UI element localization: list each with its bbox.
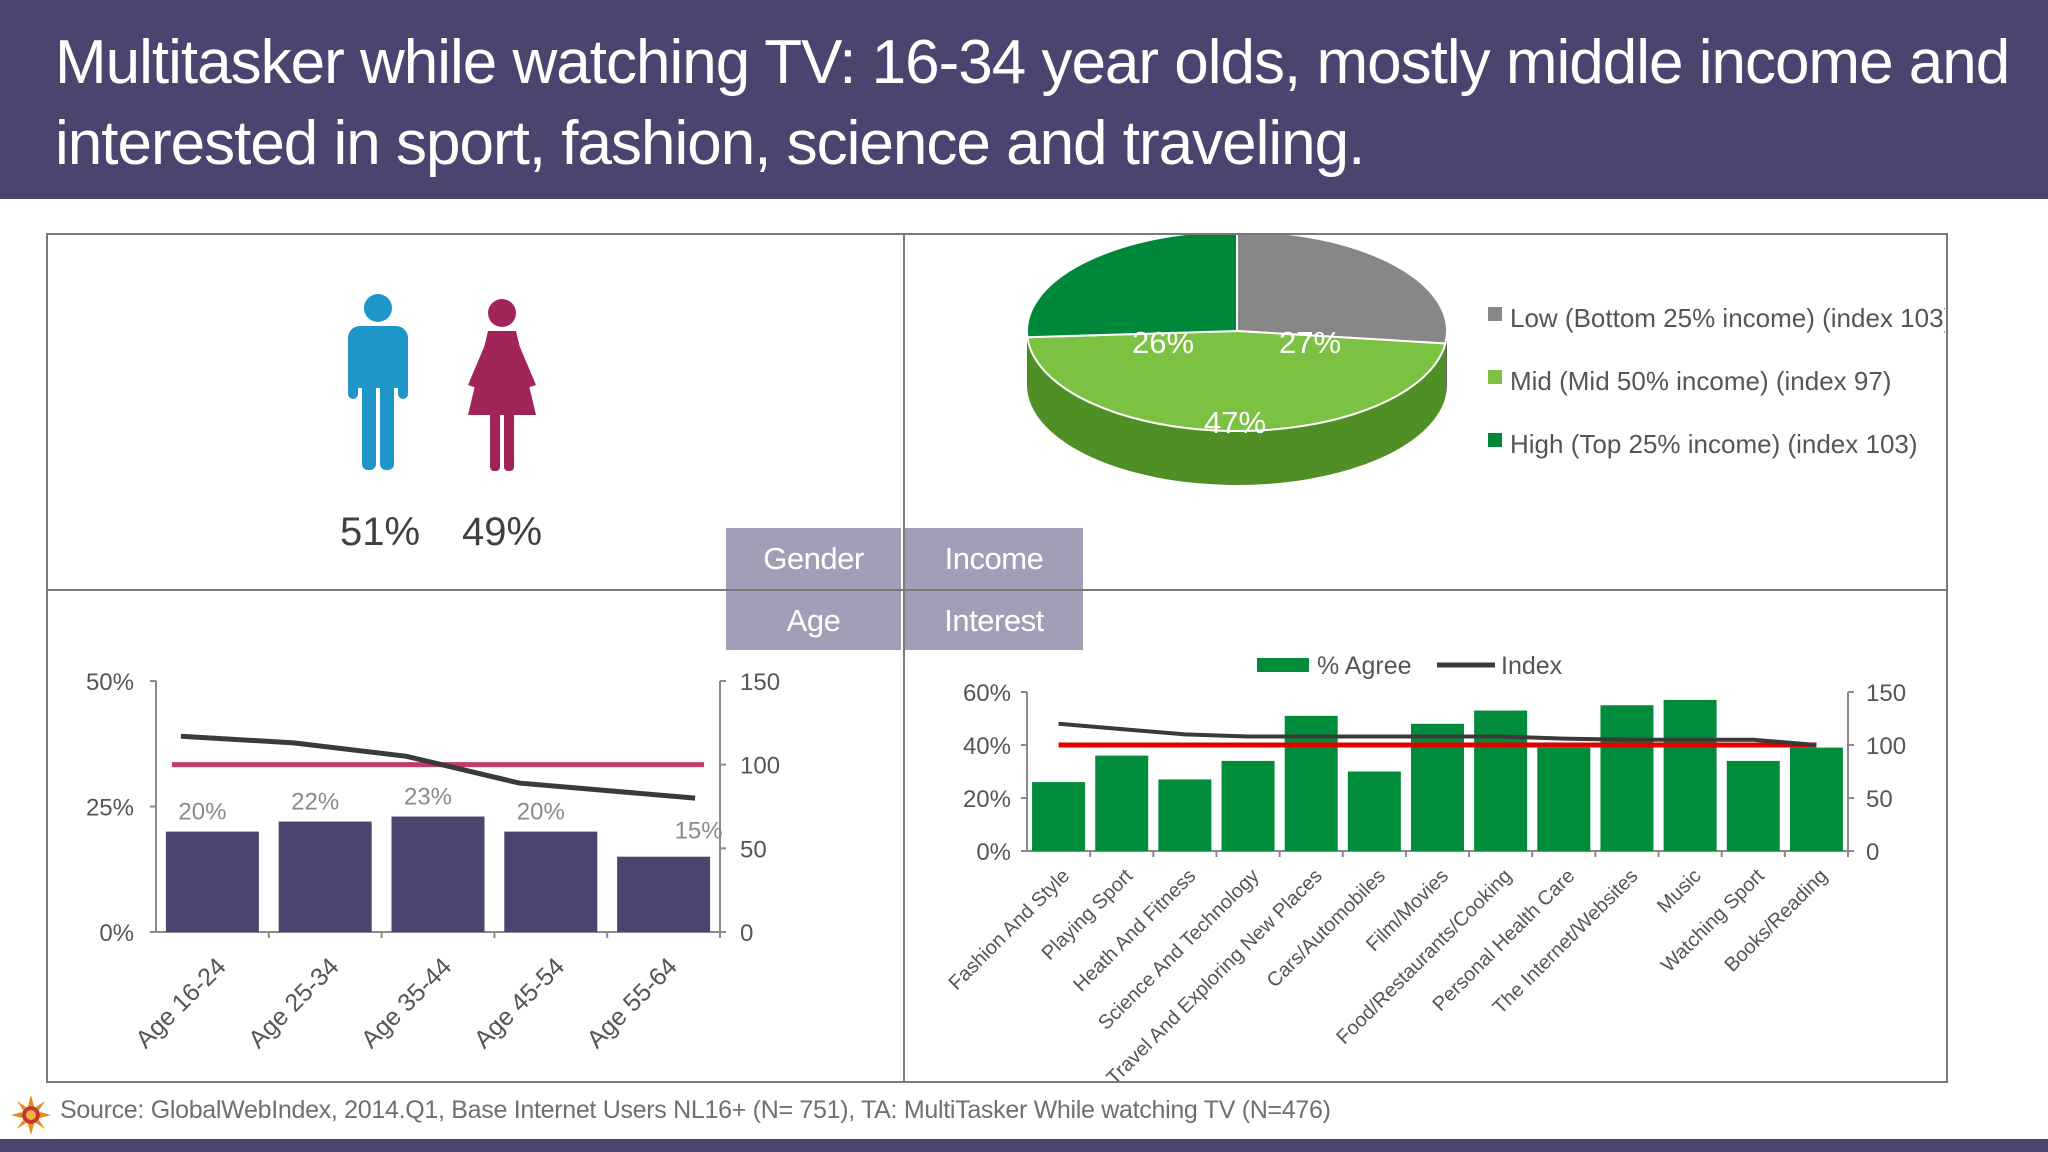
- pie-slice-side: [1027, 337, 1446, 486]
- footer-bar: [0, 1139, 2048, 1152]
- legend-label: Index: [1501, 652, 1563, 680]
- bar: [391, 816, 485, 932]
- male-icon: [348, 294, 408, 470]
- legend-label: High (Top 25% income) (index 103): [1510, 429, 1918, 459]
- pie-slice: [1236, 235, 1448, 345]
- pie-value-label: 47%: [1204, 405, 1266, 440]
- y2-tick-label: 150: [1866, 680, 1906, 707]
- pie-value-label: 26%: [1132, 325, 1194, 360]
- female-icon: [468, 299, 536, 471]
- header-bar: [0, 0, 2048, 199]
- bar: [1158, 779, 1212, 851]
- bar: [504, 831, 598, 932]
- x-tick-label: Age 35-44: [356, 952, 457, 1053]
- y-tick-label: 20%: [963, 786, 1011, 813]
- y2-tick-label: 100: [1866, 733, 1906, 760]
- pie-value-label: 27%: [1279, 325, 1341, 360]
- interest-chart: 0% 20% 40% 60% 0 50 100 150 % Agree Index Fashion …: [945, 652, 1906, 1081]
- bar: [1600, 705, 1654, 851]
- y-tick-label: 0%: [99, 920, 134, 947]
- bar: [278, 821, 372, 932]
- bar-value-label: 20%: [517, 799, 565, 826]
- legend-label: Mid (Mid 50% income) (index 97): [1510, 366, 1891, 396]
- age-chart: 0% 25% 50% 0 50 100 150 20% 22% 23% 20% 15% Age 16-2…: [86, 669, 780, 1054]
- bar: [1347, 771, 1401, 851]
- y-tick-label: 50%: [86, 669, 134, 696]
- bar-value-label: 15%: [675, 818, 723, 845]
- y-tick-label: 60%: [963, 680, 1011, 707]
- x-tick-label: Age 55-64: [581, 952, 682, 1053]
- quadrant-divider-vertical: [903, 233, 905, 1083]
- y2-tick-label: 50: [1866, 786, 1893, 813]
- pie-slice-side: [1445, 331, 1447, 398]
- x-tick-label: Heath And Fitness: [1069, 865, 1200, 996]
- bar: [1474, 710, 1528, 851]
- bar: [1789, 747, 1843, 851]
- female-percent: 49%: [462, 510, 542, 554]
- tab-gender[interactable]: Gender: [726, 528, 901, 589]
- source-note: Source: GlobalWebIndex, 2014.Q1, Base In…: [60, 1096, 1331, 1124]
- x-tick-label: Age 45-54: [469, 952, 570, 1053]
- slide-title: Multitasker while watching TV: 16-34 yea…: [55, 28, 2010, 178]
- index-line: [1058, 721, 1817, 747]
- quadrant-divider-horizontal: [46, 589, 1948, 591]
- index-line: [180, 733, 696, 801]
- x-tick-label: Fashion And Style: [945, 865, 1075, 995]
- bar-value-label: 20%: [178, 799, 226, 826]
- bar: [1221, 760, 1275, 851]
- tab-income[interactable]: Income: [905, 528, 1083, 589]
- content-frame: [46, 233, 1948, 1083]
- pie-slice: [1026, 235, 1238, 339]
- bar: [1663, 699, 1717, 851]
- legend-label: Low (Bottom 25% income) (index 103): [1510, 303, 1945, 333]
- y2-tick-label: 50: [740, 836, 767, 863]
- y2-tick-label: 150: [740, 669, 780, 696]
- legend-label: % Agree: [1317, 652, 1412, 680]
- legend-swatch: [1488, 370, 1502, 384]
- y-tick-label: 25%: [86, 795, 134, 822]
- legend-swatch: [1257, 658, 1309, 672]
- x-tick-label: Age 25-34: [243, 952, 344, 1053]
- x-tick-label: Age 16-24: [130, 952, 231, 1053]
- bar: [1726, 760, 1780, 851]
- y-tick-label: 40%: [963, 733, 1011, 760]
- tab-age[interactable]: Age: [726, 591, 901, 650]
- income-pie-chart: 27% 47% 26% Low (Bottom 25% income) (index …: [1026, 235, 1945, 486]
- bar-value-label: 22%: [291, 789, 339, 816]
- bar: [1032, 782, 1086, 851]
- bar: [165, 831, 259, 932]
- tab-interest[interactable]: Interest: [905, 591, 1083, 650]
- y2-tick-label: 0: [1866, 839, 1879, 866]
- legend-swatch: [1488, 433, 1502, 447]
- y2-tick-label: 0: [740, 920, 753, 947]
- bar: [617, 856, 711, 932]
- x-tick-label: Cars/Automobiles: [1263, 865, 1390, 992]
- legend-swatch: [1488, 307, 1502, 321]
- y2-tick-label: 100: [740, 753, 780, 780]
- y-tick-label: 0%: [976, 839, 1011, 866]
- bar: [1095, 755, 1149, 851]
- x-tick-label: Music: [1653, 865, 1705, 917]
- male-percent: 51%: [340, 510, 420, 554]
- gender-panel: 51% 49%: [340, 294, 542, 554]
- sun-logo-icon: [11, 1095, 51, 1135]
- bar: [1537, 747, 1591, 851]
- bar-value-label: 23%: [404, 784, 452, 811]
- pie-slice: [1026, 329, 1447, 432]
